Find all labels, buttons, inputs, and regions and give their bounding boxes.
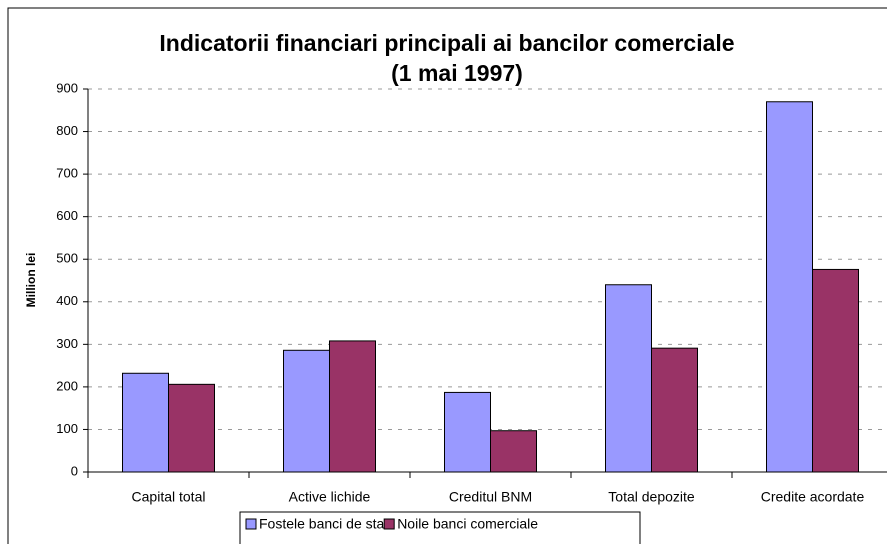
y-tick-label: 600 — [56, 208, 78, 223]
y-axis-label: Million lei — [24, 253, 38, 308]
legend-swatch — [245, 518, 257, 530]
bar — [168, 383, 215, 473]
x-tick-label: Creditul BNM — [449, 489, 532, 505]
legend-swatch — [383, 518, 395, 530]
bar — [444, 391, 491, 473]
legend-label: Noile banci comerciale — [397, 516, 538, 532]
x-tick-label: Active lichide — [289, 489, 371, 505]
bar — [283, 349, 330, 473]
y-tick-label: 700 — [56, 166, 78, 181]
bar — [651, 347, 698, 473]
x-tick-label: Credite acordate — [761, 489, 865, 505]
bar — [329, 340, 376, 473]
bar — [812, 268, 859, 473]
chart-subtitle: (1 mai 1997) — [391, 60, 523, 86]
bar — [490, 430, 537, 473]
bar — [766, 101, 813, 473]
y-tick-label: 400 — [56, 293, 78, 308]
y-tick-label: 100 — [56, 421, 78, 436]
x-tick-label: Capital total — [132, 489, 206, 505]
y-tick-label: 0 — [71, 463, 78, 478]
legend-box — [239, 511, 641, 544]
y-tick-label: 800 — [56, 123, 78, 138]
bar — [605, 284, 652, 473]
y-tick-label: 300 — [56, 336, 78, 351]
legend-label: Fostele banci de stat — [259, 516, 388, 532]
x-tick-label: Total depozite — [608, 489, 695, 505]
y-tick-label: 200 — [56, 378, 78, 393]
bar — [122, 372, 169, 473]
y-tick-label: 500 — [56, 251, 78, 266]
chart-title: Indicatorii financiari principali ai ban… — [159, 30, 734, 56]
y-tick-label: 900 — [56, 80, 78, 95]
